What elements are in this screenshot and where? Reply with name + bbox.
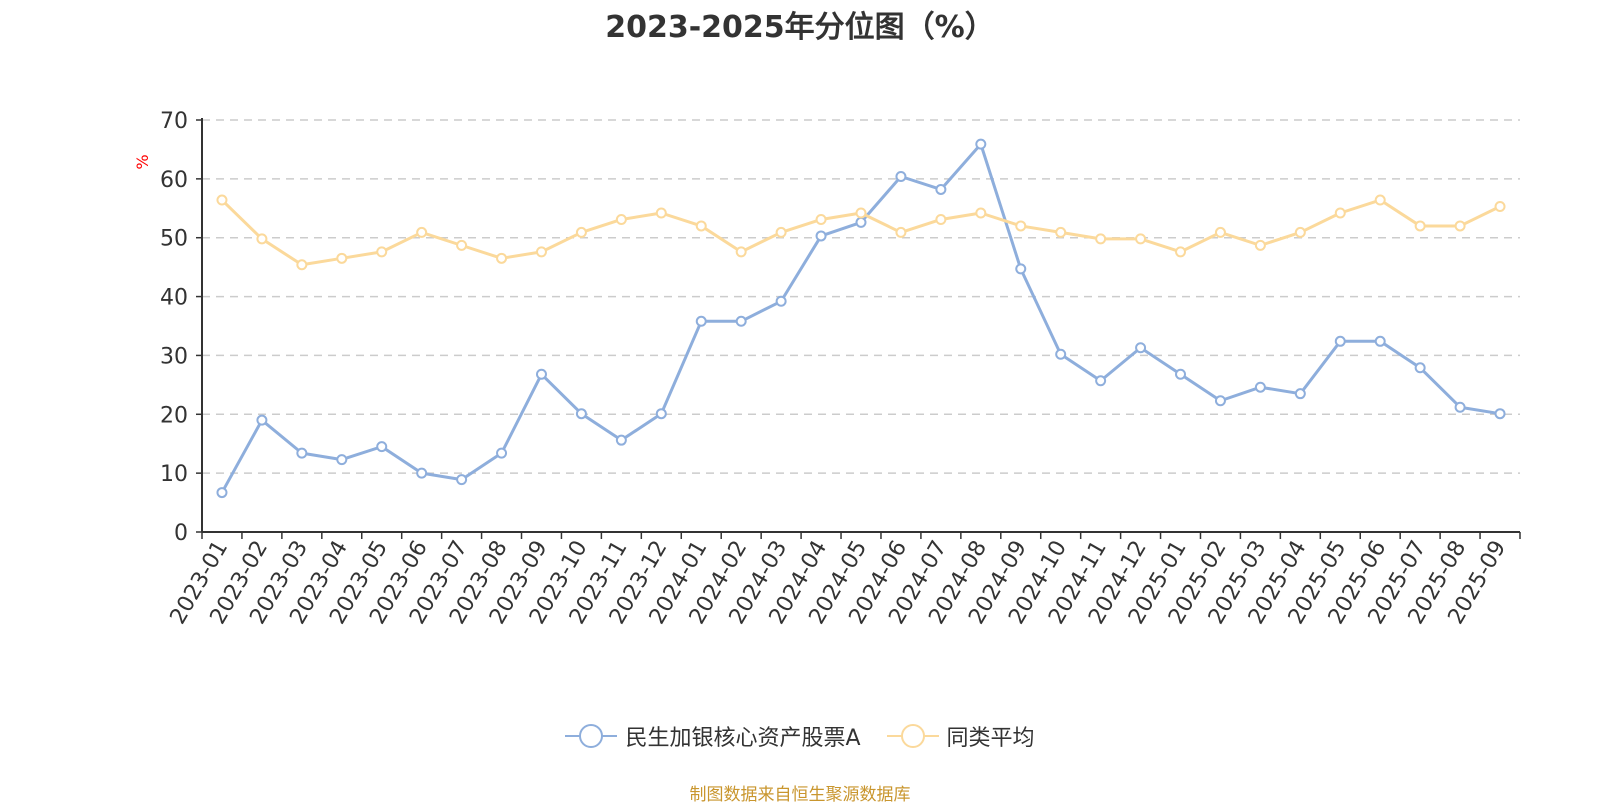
legend-label-avg: 同类平均	[946, 726, 1035, 751]
data-point	[1294, 226, 1306, 238]
data-point	[1414, 362, 1426, 374]
data-point	[895, 226, 907, 238]
y-tick-label: 20	[160, 403, 188, 428]
data-point	[1015, 263, 1027, 275]
data-point	[416, 226, 428, 238]
data-point	[1254, 381, 1266, 393]
data-point	[1135, 342, 1147, 354]
data-point	[296, 259, 308, 271]
data-point	[256, 414, 268, 426]
data-point	[336, 252, 348, 264]
data-point	[496, 447, 508, 459]
data-point	[1454, 220, 1466, 232]
legend-item-avg[interactable]: 同类平均	[886, 720, 1035, 752]
data-point	[535, 368, 547, 380]
y-tick-label: 70	[160, 109, 188, 134]
series-1	[216, 194, 1506, 271]
data-point	[815, 213, 827, 225]
data-point	[855, 207, 867, 219]
series-line	[220, 142, 1501, 494]
legend-marker-fund	[565, 724, 618, 748]
data-point	[735, 246, 747, 258]
source-note: 制图数据来自恒生聚源数据库	[689, 785, 911, 805]
data-point	[1135, 233, 1147, 245]
series-0	[216, 138, 1506, 499]
data-point	[975, 207, 987, 219]
data-point	[1334, 335, 1346, 347]
data-point	[935, 213, 947, 225]
data-point	[655, 207, 667, 219]
y-tick-label: 40	[160, 286, 188, 311]
data-point	[1055, 348, 1067, 360]
grid-lines	[202, 119, 1520, 474]
data-point	[296, 447, 308, 459]
legend-marker-avg	[886, 724, 939, 748]
data-point	[1214, 226, 1226, 238]
y-tick-label: 60	[160, 168, 188, 193]
legend: 民生加银核心资产股票A 同类平均	[0, 720, 1600, 752]
y-tick-label: 50	[160, 227, 188, 252]
data-point	[775, 295, 787, 307]
data-point	[815, 230, 827, 242]
data-point	[1095, 233, 1107, 245]
data-point	[535, 246, 547, 258]
data-point	[615, 434, 627, 446]
data-point	[1015, 220, 1027, 232]
data-point	[1175, 246, 1187, 258]
data-point	[695, 315, 707, 327]
data-point	[735, 315, 747, 327]
data-point	[1214, 395, 1226, 407]
data-point	[456, 474, 468, 486]
legend-label-fund: 民生加银核心资产股票A	[625, 726, 861, 751]
data-point	[1374, 335, 1386, 347]
data-point	[615, 213, 627, 225]
data-point	[256, 233, 268, 245]
data-point	[935, 183, 947, 195]
data-point	[575, 408, 587, 420]
data-point	[1494, 201, 1506, 213]
y-axis-unit-label: %	[133, 154, 152, 169]
chart-title: 2023-2025年分位图（%）	[605, 10, 995, 45]
data-point	[1095, 375, 1107, 387]
data-point	[416, 467, 428, 479]
data-point	[496, 252, 508, 264]
axes: 0102030405060702023-012023-022023-032023…	[160, 109, 1521, 629]
data-point	[376, 441, 388, 453]
data-point	[376, 246, 388, 258]
data-point	[456, 239, 468, 251]
data-point	[855, 216, 867, 228]
data-point	[575, 226, 587, 238]
data-point	[775, 226, 787, 238]
legend-item-fund[interactable]: 民生加银核心资产股票A	[565, 720, 861, 752]
series-layer	[216, 138, 1506, 499]
data-point	[216, 194, 228, 206]
data-point	[1414, 220, 1426, 232]
data-point	[1334, 207, 1346, 219]
y-tick-label: 30	[160, 344, 188, 369]
data-point	[216, 487, 228, 499]
data-point	[1294, 388, 1306, 400]
data-point	[336, 454, 348, 466]
data-point	[655, 408, 667, 420]
data-point	[895, 171, 907, 183]
data-point	[1254, 239, 1266, 251]
data-point	[695, 220, 707, 232]
data-point	[1454, 401, 1466, 413]
y-tick-label: 10	[160, 462, 188, 487]
data-point	[1494, 408, 1506, 420]
y-tick-label: 0	[174, 521, 188, 546]
data-point	[1055, 226, 1067, 238]
data-point	[975, 138, 987, 150]
data-point	[1374, 194, 1386, 206]
data-point	[1175, 368, 1187, 380]
